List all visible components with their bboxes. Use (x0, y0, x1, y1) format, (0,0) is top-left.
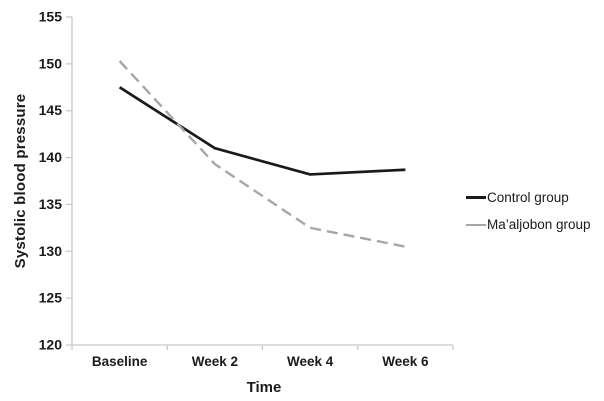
series-line-1 (118, 60, 406, 248)
solid-line-icon (466, 196, 486, 199)
legend: Control group Ma’aljobon group (466, 184, 591, 238)
x-tick-label: Week 6 (382, 354, 429, 369)
legend-label-control-group: Control group (487, 190, 569, 205)
x-tick-label: Week 2 (192, 354, 238, 369)
y-tick-label: 125 (39, 290, 63, 306)
y-tick-label: 155 (39, 9, 63, 25)
x-axis-title: Time (246, 379, 282, 396)
x-tick-label: Baseline (92, 354, 148, 369)
series-line-0 (118, 86, 406, 176)
y-tick-label: 135 (39, 196, 63, 212)
legend-item-maaljobon-group: Ma’aljobon group (466, 211, 591, 238)
x-tick-label: Week 4 (287, 354, 334, 369)
y-tick-label: 140 (39, 149, 63, 165)
y-tick-label: 145 (39, 102, 63, 118)
y-tick-label: 130 (39, 243, 63, 259)
y-axis-title: Systolic blood pressure (12, 93, 29, 269)
dashed-line-icon (466, 223, 486, 226)
legend-item-control-group: Control group (466, 184, 591, 211)
y-tick-label: 150 (39, 55, 63, 71)
y-tick-label: 120 (39, 337, 63, 353)
legend-label-maaljobon-group: Ma’aljobon group (487, 217, 591, 232)
